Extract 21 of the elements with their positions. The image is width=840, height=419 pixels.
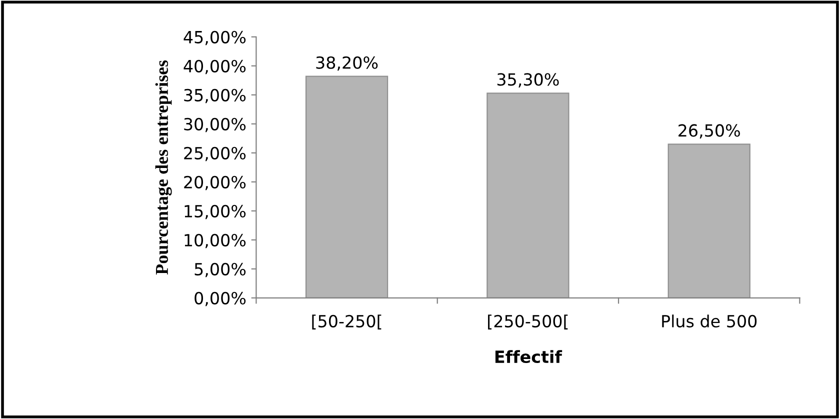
y-tick-label: 45,00% [184, 30, 246, 46]
bar [305, 76, 388, 298]
data-label: 38,20% [316, 56, 378, 71]
bar [668, 144, 750, 298]
y-axis-title: Pourcentage des entreprises [155, 60, 172, 275]
x-axis-title: Effectif [495, 350, 562, 364]
y-tick-label: 35,00% [184, 88, 246, 104]
y-tick-label: 20,00% [184, 176, 246, 190]
data-label: 35,30% [497, 73, 559, 88]
x-tick-label: [250-500[ [488, 314, 568, 330]
y-tick-label: 40,00% [184, 60, 246, 74]
y-tick-label: 5,00% [194, 262, 246, 278]
y-tick-label: 25,00% [184, 146, 246, 162]
data-label: 26,50% [678, 124, 740, 138]
y-tick-label: 10,00% [184, 234, 246, 248]
bar [486, 92, 570, 298]
y-tick-label: 30,00% [184, 118, 246, 132]
x-tick-label: [50-250[ [312, 314, 382, 330]
y-tick-label: 15,00% [184, 204, 246, 220]
x-tick-label: Plus de 500 [662, 314, 757, 328]
y-tick-label: 0,00% [194, 292, 246, 306]
